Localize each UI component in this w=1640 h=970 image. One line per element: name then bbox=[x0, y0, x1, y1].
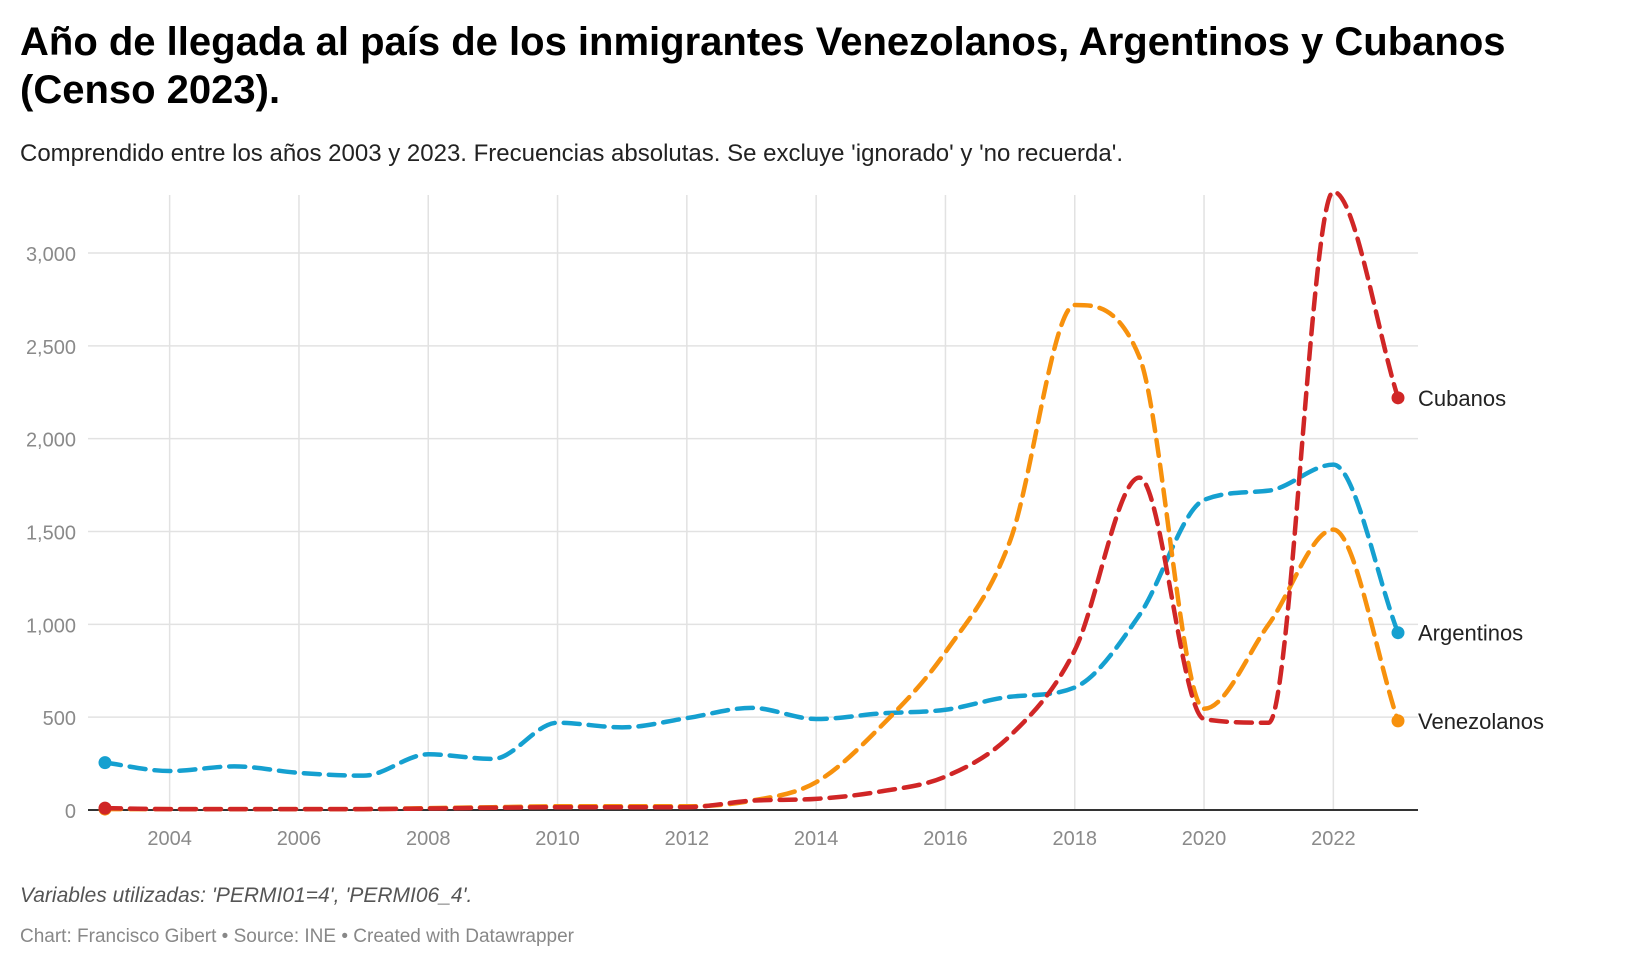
series-lines bbox=[98, 189, 1405, 816]
chart-title: Año de llegada al país de los inmigrante… bbox=[20, 20, 1506, 112]
grid-lines bbox=[88, 195, 1418, 810]
series-end-point-venezolanos bbox=[1391, 714, 1405, 728]
chart-subtitle: Comprendido entre los años 2003 y 2023. … bbox=[20, 140, 1123, 167]
series-end-point-argentinos bbox=[1391, 626, 1405, 640]
y-tick-label: 2,000 bbox=[26, 430, 76, 452]
series-label-argentinos: Argentinos bbox=[1418, 621, 1523, 646]
x-tick-label: 2020 bbox=[1182, 828, 1227, 850]
series-label-venezolanos: Venezolanos bbox=[1418, 709, 1544, 734]
axes: 0 500 1,000 1,500 2,000 2,500 3,000 2004 2006 200… bbox=[26, 244, 1418, 850]
x-tick-label: 2014 bbox=[794, 828, 839, 850]
x-tick-label: 2008 bbox=[406, 828, 451, 850]
x-tick-label: 2006 bbox=[277, 828, 322, 850]
y-tick-label: 500 bbox=[43, 708, 76, 730]
y-tick-label: 3,000 bbox=[26, 244, 76, 266]
credit-source: Source: INE bbox=[233, 926, 337, 947]
series-line-cubanos bbox=[102, 189, 1401, 812]
credits-line: Chart: Francisco Gibert • Source: INE • … bbox=[20, 926, 574, 948]
x-tick-label: 2010 bbox=[535, 828, 580, 850]
credit-tool: Created with Datawrapper bbox=[353, 926, 574, 947]
y-tick-label: 1,000 bbox=[26, 615, 76, 637]
credit-separator: • bbox=[336, 926, 354, 947]
credit-author: Chart: Francisco Gibert bbox=[20, 926, 217, 947]
variables-note: Variables utilizadas: 'PERMI01=4', 'PERM… bbox=[20, 884, 473, 907]
series-labels: Argentinos Venezolanos Cubanos bbox=[1418, 386, 1544, 734]
series-start-point-argentinos bbox=[98, 756, 112, 770]
series-line-argentinos bbox=[102, 462, 1401, 778]
y-tick-label: 2,500 bbox=[26, 337, 76, 359]
line-chart: 0 500 1,000 1,500 2,000 2,500 3,000 2004 2006 200… bbox=[26, 189, 1544, 850]
x-tick-label: 2004 bbox=[147, 828, 192, 850]
x-tick-label: 2022 bbox=[1311, 828, 1356, 850]
x-tick-label: 2018 bbox=[1053, 828, 1098, 850]
credit-separator: • bbox=[216, 926, 234, 947]
y-tick-label: 1,500 bbox=[26, 523, 76, 545]
y-tick-label: 0 bbox=[65, 801, 76, 823]
series-label-cubanos: Cubanos bbox=[1418, 386, 1506, 411]
series-end-point-cubanos bbox=[1391, 391, 1405, 405]
series-start-point-cubanos bbox=[98, 801, 112, 815]
x-tick-label: 2016 bbox=[923, 828, 968, 850]
x-tick-label: 2012 bbox=[665, 828, 710, 850]
